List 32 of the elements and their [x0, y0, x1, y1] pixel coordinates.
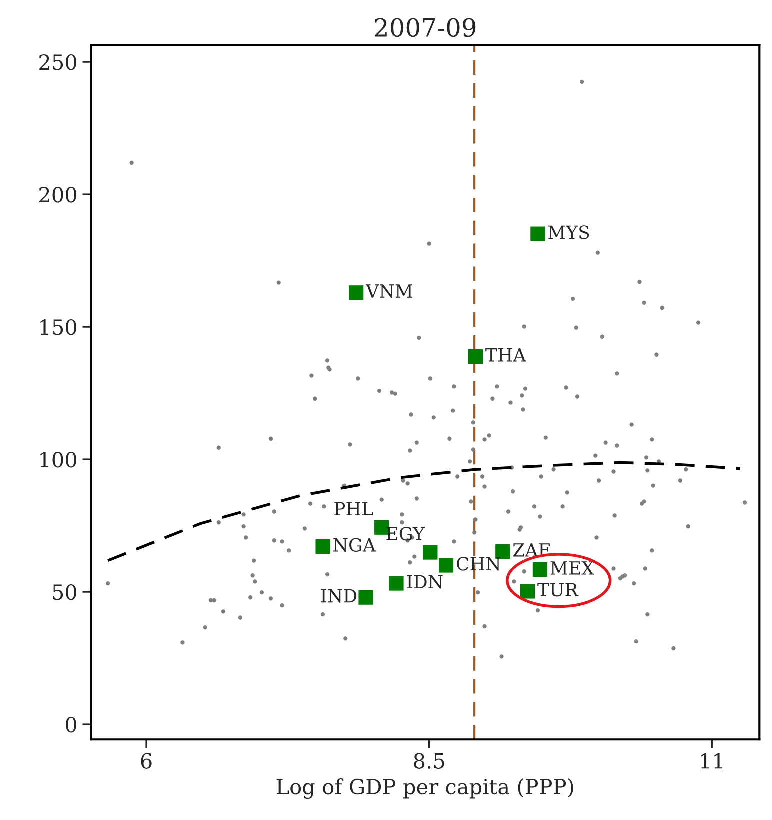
data-label: NGA — [334, 538, 376, 552]
point — [468, 349, 483, 364]
y-tick-label: 0 — [66, 716, 77, 733]
x-tick-label: 8.5 — [414, 753, 444, 769]
point — [349, 286, 364, 300]
data-label: IDN — [407, 575, 443, 589]
y-tick-label: 200 — [40, 187, 77, 203]
point — [532, 562, 548, 578]
y-tick-label: 50 — [53, 584, 77, 600]
data-label: MYS — [548, 226, 590, 240]
point — [439, 558, 454, 573]
point — [530, 226, 546, 242]
data-label: PHL — [334, 502, 374, 516]
chart-title: 2007-09 — [375, 18, 476, 38]
x-tick-label: 6 — [141, 753, 152, 769]
data-label: TUR — [538, 583, 579, 597]
point — [358, 590, 374, 605]
data-label: THA — [486, 348, 526, 362]
data-label: IND — [321, 589, 357, 603]
x-tick-label: 11 — [701, 753, 722, 769]
data-label: MEX — [550, 562, 594, 575]
data-label: CHN — [457, 557, 501, 571]
y-tick-label: 100 — [40, 452, 77, 468]
data-label: VNM — [366, 284, 412, 298]
point — [316, 539, 330, 554]
data-label: EGY — [386, 527, 426, 541]
y-tick-label: 150 — [40, 320, 77, 336]
point — [520, 584, 536, 599]
point — [423, 545, 438, 560]
point — [389, 576, 404, 591]
y-tick-label: 250 — [40, 54, 77, 70]
x-axis-title: Log of GDP per capita (PPP) — [276, 778, 574, 800]
